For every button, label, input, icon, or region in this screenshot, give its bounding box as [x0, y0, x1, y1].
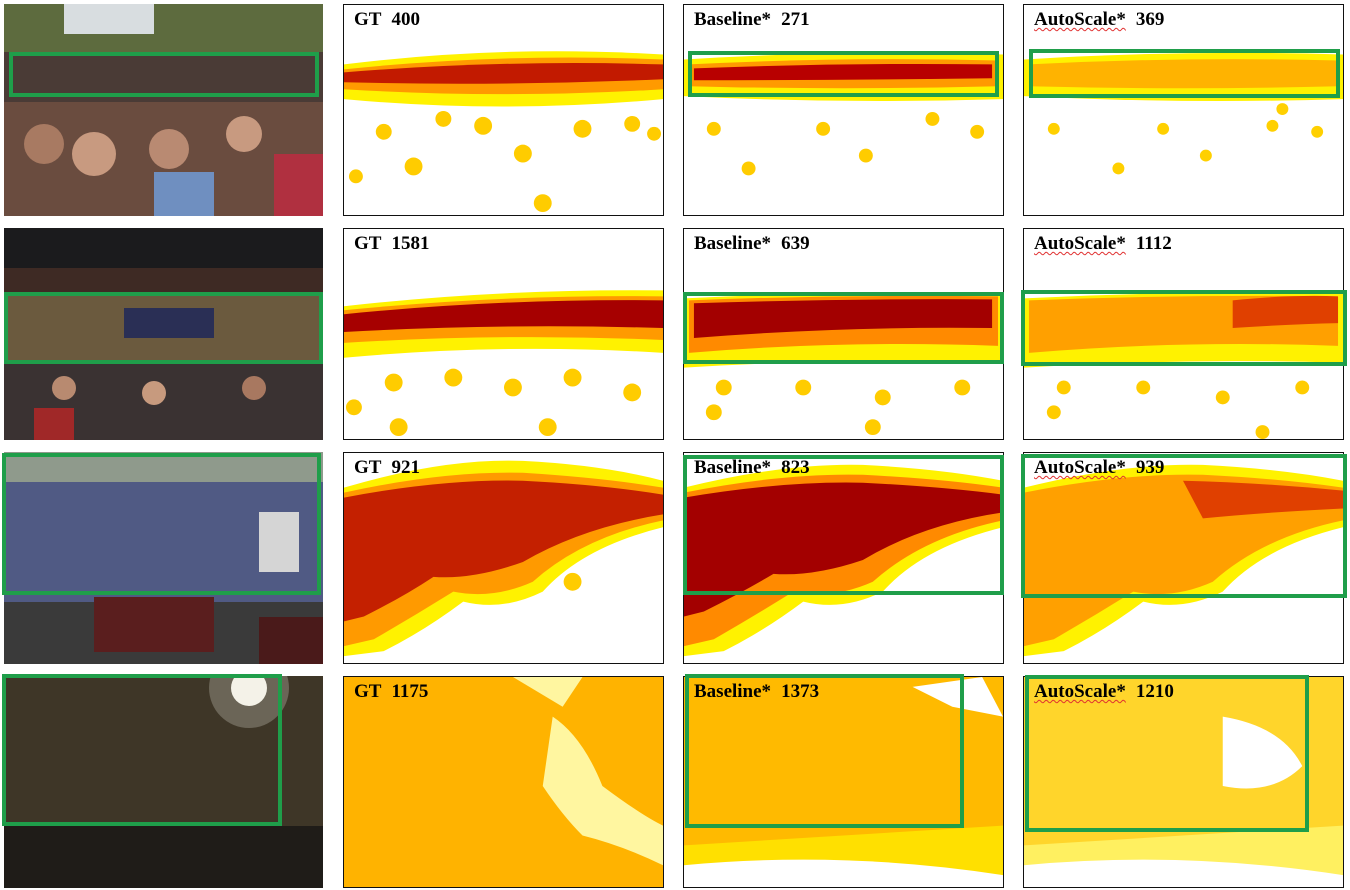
map-label-name: GT — [354, 9, 382, 30]
map-label: AutoScale* 369 — [1034, 9, 1164, 31]
density-map-heat — [344, 460, 663, 657]
density-map-autoscale-row-4: AutoScale* 1210 — [1023, 676, 1344, 888]
density-map-baseline-row-4: Baseline* 1373 — [683, 676, 1004, 888]
map-count: 1581 — [391, 233, 430, 254]
map-label: Baseline* 1373 — [694, 681, 819, 703]
map-count: 1175 — [391, 681, 429, 702]
density-map-autoscale-row-1: AutoScale* 369 — [1023, 4, 1344, 216]
density-map-heat — [684, 464, 1003, 657]
map-label: AutoScale* 1210 — [1034, 681, 1174, 703]
map-count: 1210 — [1135, 681, 1174, 702]
density-map-heat — [1024, 464, 1343, 657]
map-label-name: AutoScale* — [1034, 457, 1126, 478]
map-label-name: GT — [354, 457, 382, 478]
density-map-gt-row-4: GT 1175 — [343, 676, 664, 888]
map-label-name: Baseline* — [694, 457, 772, 478]
density-map-heat — [684, 52, 1003, 176]
density-map-baseline-row-2: Baseline* 639 — [683, 228, 1004, 440]
crowd-photo-image — [4, 228, 323, 440]
density-map-autoscale-row-2: AutoScale* 1112 — [1023, 228, 1344, 440]
density-map-heat — [684, 677, 1003, 887]
map-label-name: GT — [354, 233, 382, 254]
map-label-name: Baseline* — [694, 233, 772, 254]
crowd-photo-row-4 — [4, 676, 323, 888]
map-label: Baseline* 639 — [694, 233, 810, 255]
density-map-autoscale-row-3: AutoScale* 939 — [1023, 452, 1344, 664]
density-map-gt-row-2: GT 1581 — [343, 228, 664, 440]
map-label: GT 1581 — [354, 233, 429, 255]
map-label: GT 1175 — [354, 681, 428, 703]
density-map-gt-row-3: GT 921 — [343, 452, 664, 664]
map-count: 271 — [781, 9, 810, 30]
map-label: AutoScale* 1112 — [1034, 233, 1172, 255]
crowd-photo-image — [4, 676, 323, 888]
map-count: 823 — [781, 457, 810, 478]
map-count: 1373 — [781, 681, 820, 702]
crowd-photo-row-3 — [4, 452, 323, 664]
density-map-heat — [1024, 677, 1343, 887]
map-count: 639 — [781, 233, 810, 254]
crowd-photo-row-1 — [4, 4, 323, 216]
crowd-photo-image — [4, 4, 323, 216]
density-map-heat — [344, 677, 663, 887]
map-label: GT 400 — [354, 9, 420, 31]
map-label-name: Baseline* — [694, 681, 772, 702]
map-count: 939 — [1135, 457, 1165, 478]
map-label: AutoScale* 939 — [1034, 457, 1164, 479]
crowd-photo-row-2 — [4, 228, 323, 440]
density-map-baseline-row-3: Baseline* 823 — [683, 452, 1004, 664]
density-map-heat — [1024, 52, 1343, 175]
map-count: 921 — [391, 457, 420, 478]
map-label-name: AutoScale* — [1034, 9, 1126, 30]
density-map-baseline-row-1: Baseline* 271 — [683, 4, 1004, 216]
density-map-gt-row-1: GT 400 — [343, 4, 664, 216]
map-label: GT 921 — [354, 457, 420, 479]
map-label-name: AutoScale* — [1034, 681, 1126, 702]
map-count: 369 — [1135, 9, 1165, 30]
map-label: Baseline* 271 — [694, 9, 810, 31]
density-map-heat — [344, 51, 663, 213]
map-label-name: GT — [354, 681, 382, 702]
density-map-heat — [684, 292, 1003, 436]
map-count: 400 — [391, 9, 420, 30]
map-label-name: AutoScale* — [1034, 233, 1126, 254]
map-count: 1112 — [1135, 233, 1172, 254]
map-label-name: Baseline* — [694, 9, 772, 30]
density-map-heat — [1024, 292, 1343, 439]
crowd-photo-image — [4, 452, 323, 664]
density-map-heat — [344, 290, 663, 437]
map-label: Baseline* 823 — [694, 457, 810, 479]
